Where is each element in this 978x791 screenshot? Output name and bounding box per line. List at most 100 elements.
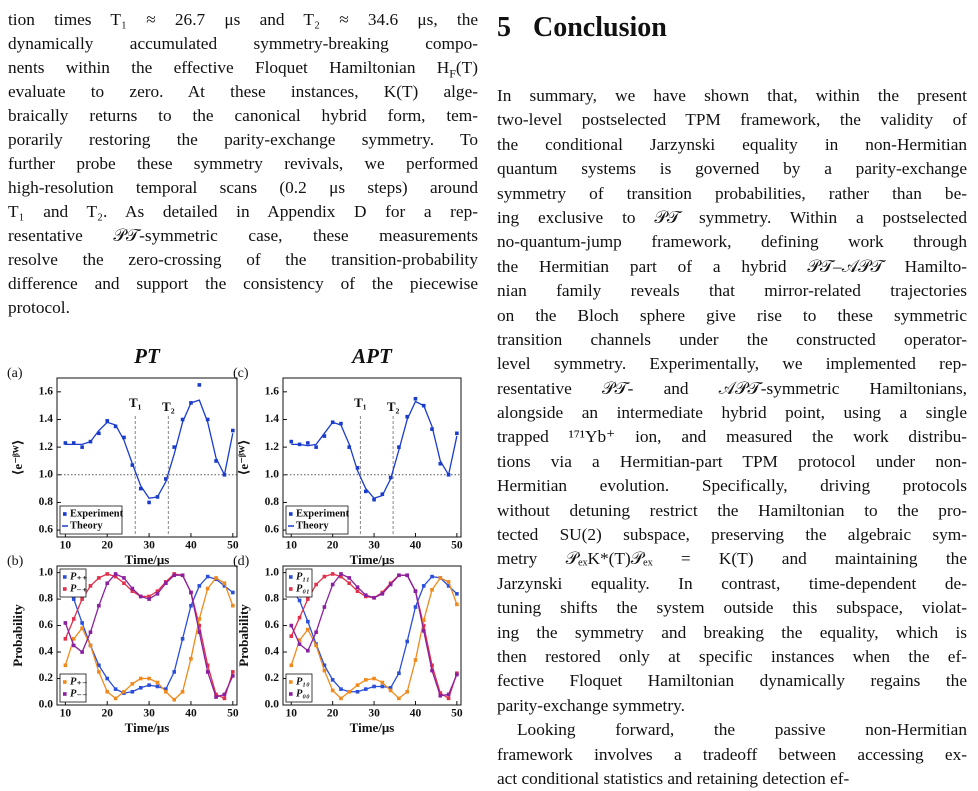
- data-point: [421, 584, 426, 588]
- data-point: [231, 428, 235, 433]
- left-column: tion times T₁ ≈ 26.7 μs and T₂ ≈ 34.6 μs…: [8, 8, 478, 320]
- text-line: transition channels under the constructe…: [497, 329, 967, 349]
- text-line: quantum systems is governed by a parity-…: [497, 159, 967, 179]
- data-point: [380, 684, 385, 689]
- data-point: [363, 489, 368, 494]
- data-point: [339, 696, 343, 701]
- x-tick-label: 30: [368, 708, 380, 720]
- data-point: [289, 663, 294, 668]
- data-point: [205, 417, 210, 422]
- data-point: [388, 685, 393, 690]
- data-point: [363, 687, 368, 691]
- data-point: [180, 573, 185, 578]
- data-point: [63, 621, 68, 625]
- data-point: [80, 597, 84, 601]
- y-tick-label: 1.0: [265, 566, 280, 578]
- data-point: [97, 670, 101, 674]
- text-line: trapped ¹⁷¹Yb⁺ ion, and measured the wor…: [497, 427, 967, 447]
- data-point: [180, 689, 185, 694]
- data-point: [155, 589, 160, 593]
- data-point: [347, 689, 352, 694]
- panel-label: (d): [233, 554, 250, 569]
- text-line: on the Bloch sphere give rise to these s…: [497, 305, 967, 325]
- data-point: [205, 670, 210, 674]
- x-tick-label: 10: [60, 540, 72, 552]
- data-point: [113, 687, 118, 691]
- text-line: fective Floquet Hamiltonian dynamically …: [497, 671, 967, 691]
- section-heading: 5 Conclusion: [497, 12, 667, 44]
- text-line: Hermitian evolution. Specifically, drivi…: [497, 476, 967, 496]
- data-point: [430, 588, 434, 592]
- data-point: [172, 697, 177, 702]
- data-point: [138, 486, 143, 491]
- data-point: [88, 630, 93, 634]
- data-point: [130, 589, 135, 593]
- data-point: [306, 441, 310, 445]
- text-line: tions via a Hermitian-part TPM protocol …: [497, 451, 967, 471]
- data-point: [322, 605, 327, 609]
- data-point: [231, 590, 235, 595]
- data-point: [297, 615, 302, 620]
- text-line: tected SU(2) subspace, preserving the al…: [497, 525, 967, 545]
- legend-marker: [289, 512, 293, 516]
- legend-label: P₋₋: [70, 688, 88, 699]
- text-line: resentative 𝒫𝒯-symmetric case, these mea…: [8, 226, 478, 245]
- panel-label: (c): [233, 366, 249, 381]
- data-point: [197, 630, 202, 634]
- text-line: two-level postselected TPM framework, th…: [497, 110, 967, 130]
- data-point: [421, 618, 426, 623]
- data-point: [438, 691, 443, 695]
- data-point: [397, 445, 401, 449]
- data-point: [80, 626, 84, 631]
- data-point: [63, 441, 68, 445]
- x-tick-label: 40: [185, 708, 197, 720]
- text-line: the Hermitian part of a hybrid 𝒫𝒯–𝒜𝒫𝒯 Ha…: [497, 256, 967, 276]
- data-point: [455, 672, 459, 677]
- x-tick-label: 20: [327, 540, 339, 552]
- text-line: resentative 𝒫𝒯- and 𝒜𝒫𝒯-symmetric Hamilt…: [497, 378, 967, 398]
- y-tick-label: 1.4: [265, 413, 280, 425]
- text-line: symmetry of transition probabilities, ra…: [497, 183, 967, 203]
- legend-label: Theory: [70, 520, 103, 531]
- data-point: [347, 581, 352, 586]
- data-point: [105, 689, 110, 694]
- data-point: [113, 574, 118, 579]
- data-point: [297, 642, 302, 646]
- x-tick-label: 50: [451, 540, 463, 552]
- data-point: [214, 695, 218, 699]
- x-tick-label: 10: [60, 708, 72, 720]
- plot-frame: [56, 377, 238, 538]
- data-point: [189, 590, 193, 595]
- subscript: F: [449, 66, 456, 80]
- data-point: [189, 603, 193, 608]
- text-line: Looking forward, the passive non-Hermiti…: [517, 720, 967, 740]
- data-point: [397, 696, 401, 701]
- data-point: [71, 597, 76, 601]
- data-point: [105, 581, 110, 586]
- data-point: [80, 621, 84, 625]
- data-point: [147, 676, 151, 681]
- time-marker-label: T₂: [162, 399, 175, 414]
- data-point: [446, 580, 451, 584]
- data-point: [205, 586, 210, 591]
- legend-label: Theory: [296, 520, 329, 531]
- text-line: In summary, we have shown that, within t…: [497, 86, 967, 105]
- data-point: [231, 603, 235, 608]
- data-point: [222, 581, 227, 586]
- data-point: [197, 617, 202, 621]
- data-point: [80, 445, 84, 449]
- x-tick-label: 10: [286, 540, 298, 552]
- data-point: [297, 598, 302, 603]
- data-point: [314, 582, 318, 587]
- data-point: [214, 459, 218, 463]
- text-line: parity-exchange symmetry.: [497, 695, 685, 715]
- legend-label: P₁₁: [296, 571, 310, 582]
- data-point: [372, 497, 376, 502]
- figure: (a) PT 0.6 0.8 1.0 1.2 1.4 1.6 10 20 30 40 50 Time/μs…: [7, 344, 463, 735]
- data-point: [222, 696, 227, 701]
- text-line: evaluate to zero. At these instances, K(…: [8, 82, 478, 101]
- y-tick-label: 0.6: [265, 619, 280, 631]
- data-point: [88, 643, 93, 648]
- legend-label: Experiment: [70, 508, 124, 519]
